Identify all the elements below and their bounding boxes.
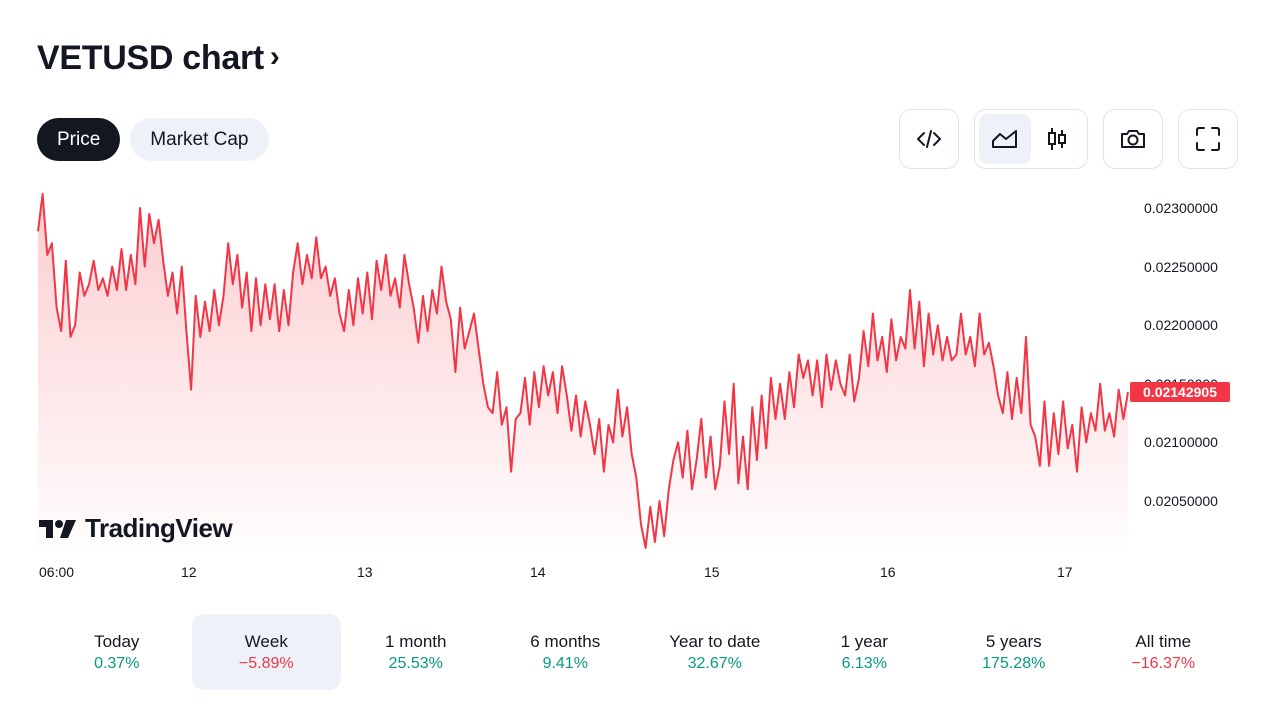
period-1-month[interactable]: 1 month 25.53% bbox=[341, 614, 491, 690]
tradingview-logo-icon bbox=[39, 519, 76, 538]
period-label: 5 years bbox=[985, 631, 1042, 651]
period-today[interactable]: Today 0.37% bbox=[42, 614, 192, 690]
period-year-to-date[interactable]: Year to date 32.67% bbox=[640, 614, 790, 690]
y-axis-tick: 0.02300000 bbox=[1144, 200, 1218, 216]
tradingview-logo[interactable]: TradingView bbox=[39, 513, 233, 544]
period-selector: Today 0.37% Week −5.89% 1 month 25.53% 6… bbox=[42, 614, 1238, 690]
tab-market-cap[interactable]: Market Cap bbox=[130, 118, 269, 161]
line-chart-button[interactable] bbox=[979, 114, 1031, 164]
price-chart-canvas[interactable] bbox=[0, 180, 1280, 600]
tradingview-logo-text: TradingView bbox=[85, 513, 233, 543]
fullscreen-button[interactable] bbox=[1178, 109, 1238, 169]
area-chart-icon bbox=[992, 130, 1017, 148]
period-change: 32.67% bbox=[687, 654, 742, 672]
period-label: 6 months bbox=[530, 631, 601, 651]
period-label: Week bbox=[244, 631, 288, 651]
code-brackets-icon bbox=[917, 130, 941, 148]
price-line bbox=[37, 192, 1129, 549]
x-axis-tick: 14 bbox=[530, 564, 546, 580]
price-chart[interactable] bbox=[0, 180, 1280, 600]
candlestick-icon bbox=[1048, 128, 1066, 150]
period-label: 1 month bbox=[385, 631, 447, 651]
x-axis-tick: 12 bbox=[181, 564, 197, 580]
chart-style-switch bbox=[974, 109, 1088, 169]
period-change: 0.37% bbox=[94, 654, 140, 672]
period-change: 25.53% bbox=[388, 654, 443, 672]
page-title: VETUSD chart bbox=[37, 38, 264, 77]
chart-title-link[interactable]: VETUSD chart › bbox=[37, 36, 280, 80]
y-axis-tick: 0.02050000 bbox=[1144, 493, 1218, 509]
period-change: 175.28% bbox=[982, 654, 1046, 672]
period-label: Year to date bbox=[669, 631, 761, 651]
period-label: Today bbox=[94, 631, 140, 651]
chevron-right-icon: › bbox=[269, 40, 280, 73]
period-change: −5.89% bbox=[238, 654, 294, 672]
period-change: 6.13% bbox=[841, 654, 887, 672]
period-1-year[interactable]: 1 year 6.13% bbox=[790, 614, 940, 690]
chart-mode-tabs: Price Market Cap bbox=[37, 118, 269, 161]
x-axis-tick: 17 bbox=[1057, 564, 1073, 580]
y-axis-tick: 0.02100000 bbox=[1144, 434, 1218, 450]
period-week[interactable]: Week −5.89% bbox=[191, 614, 341, 690]
period-5-years[interactable]: 5 years 175.28% bbox=[939, 614, 1089, 690]
embed-button[interactable] bbox=[899, 109, 959, 169]
price-area-fill bbox=[38, 193, 1128, 550]
current-price-badge: 0.02142905 bbox=[1130, 382, 1230, 402]
tab-price[interactable]: Price bbox=[37, 118, 121, 161]
candle-chart-button[interactable] bbox=[1031, 114, 1083, 164]
snapshot-button[interactable] bbox=[1103, 109, 1163, 169]
period-change: −16.37% bbox=[1131, 654, 1196, 672]
y-axis-tick: 0.02250000 bbox=[1144, 259, 1218, 275]
camera-icon bbox=[1121, 130, 1145, 148]
period-all-time[interactable]: All time −16.37% bbox=[1089, 614, 1239, 690]
period-change: 9.41% bbox=[542, 654, 588, 672]
period-label: 1 year bbox=[840, 631, 888, 651]
x-axis-tick: 06:00 bbox=[39, 564, 75, 580]
x-axis-tick: 15 bbox=[704, 564, 720, 580]
x-axis-tick: 13 bbox=[357, 564, 373, 580]
period-6-months[interactable]: 6 months 9.41% bbox=[491, 614, 641, 690]
fullscreen-icon bbox=[1196, 127, 1220, 151]
y-axis-tick: 0.02200000 bbox=[1144, 317, 1218, 333]
period-label: All time bbox=[1135, 631, 1192, 651]
x-axis-tick: 16 bbox=[880, 564, 896, 580]
